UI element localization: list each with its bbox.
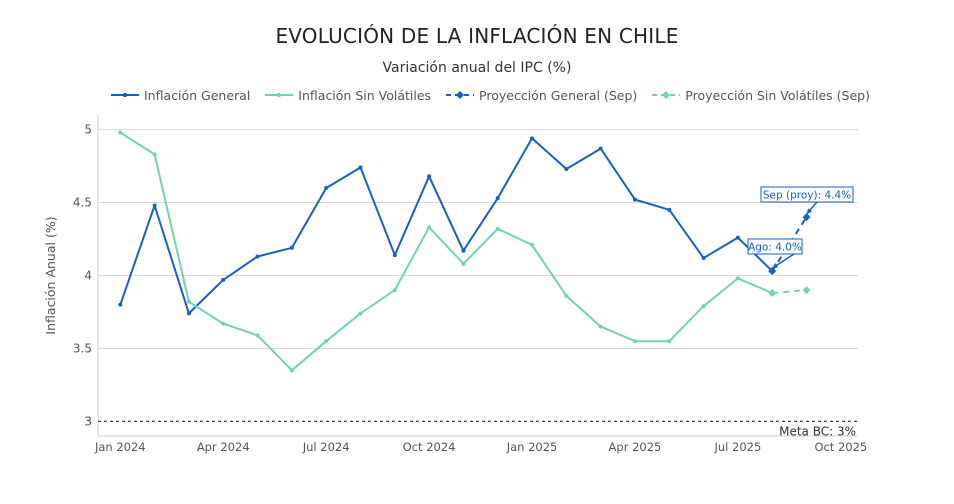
data-point-general: [667, 207, 672, 212]
legend-swatch-sin-volatiles: [265, 92, 294, 98]
data-point-general-proj: [802, 213, 811, 222]
data-point-sin-volatiles: [461, 261, 466, 266]
data-point-general-proj: [768, 267, 777, 276]
x-tick-label: Jul 2024: [302, 440, 350, 454]
data-point-general: [358, 165, 363, 170]
annotation-label: Sep (proy): 4.4%: [763, 190, 851, 202]
series-line-sin-volatiles: [119, 131, 773, 372]
legend-marker: [277, 92, 282, 98]
legend-item-proy-general[interactable]: Proyección General (Sep): [445, 88, 637, 103]
legend-label-proy-sin-volatiles: Proyección Sin Volátiles (Sep): [685, 87, 870, 103]
legend-label-proy-general: Proyección General (Sep): [479, 87, 638, 103]
legend-label-sin-volatiles: Inflación Sin Volátiles: [298, 87, 432, 103]
data-point-general: [289, 245, 294, 250]
chart-title: EVOLUCIÓN DE LA INFLACIÓN EN CHILE: [275, 24, 679, 48]
data-point-general: [495, 196, 500, 201]
data-point-general: [461, 248, 466, 253]
data-point-sin-volatiles: [632, 339, 637, 344]
data-point-sin-volatiles: [701, 304, 706, 309]
x-tick-label: Apr 2025: [609, 440, 662, 454]
data-point-sin-volatiles: [530, 242, 535, 247]
annotation-arrowhead: [806, 208, 813, 215]
data-point-sin-volatiles: [324, 339, 329, 344]
y-tick-label: 4: [84, 269, 92, 283]
legend-label-general: Inflación General: [144, 87, 251, 103]
data-point-general: [118, 302, 123, 307]
legend-swatch-general: [111, 92, 139, 98]
x-tick-label: Apr 2024: [197, 440, 250, 454]
x-tick-label: Oct 2024: [403, 440, 456, 454]
series-line-general: [119, 137, 773, 315]
series-line-sin-volatiles-proj: [772, 289, 807, 294]
legend-swatch-proy-sin-volatiles: [652, 91, 681, 99]
y-tick-label: 4.5: [73, 196, 92, 210]
annotation-arrowhead: [772, 262, 779, 269]
data-point-sin-volatiles: [667, 339, 672, 344]
data-point-general: [564, 166, 569, 171]
y-tick-label: 3.5: [73, 341, 92, 355]
chart-legend: Inflación General Inflación Sin Volátile…: [110, 86, 884, 104]
x-tick-label: Oct 2025: [814, 440, 867, 454]
annotation-box: [760, 186, 854, 203]
annotation-label: Ago: 4.0%: [748, 242, 802, 254]
meta-bc-label: Meta BC: 3%: [779, 424, 856, 438]
data-point-general: [530, 136, 535, 141]
data-point-sin-volatiles: [255, 333, 260, 338]
data-point-sin-volatiles: [735, 276, 740, 281]
data-point-sin-volatiles: [118, 130, 123, 135]
data-point-sin-volatiles: [186, 299, 191, 304]
data-point-sin-volatiles-proj: [802, 286, 811, 295]
data-point-sin-volatiles: [427, 225, 432, 230]
legend-item-sin-volatiles[interactable]: Inflación Sin Volátiles: [264, 88, 431, 103]
y-axis-title: Inflación Anual (%): [43, 216, 58, 334]
y-tick-label: 5: [84, 123, 92, 137]
data-point-sin-volatiles: [598, 324, 603, 329]
data-point-general: [221, 277, 226, 282]
data-point-sin-volatiles: [564, 293, 569, 298]
annotation-box: [747, 238, 803, 255]
legend-swatch-proy-general: [446, 91, 475, 99]
chart-subtitle: Variación anual del IPC (%): [382, 60, 572, 76]
data-point-general: [255, 254, 260, 259]
data-point-general: [186, 311, 191, 316]
x-tick-label: Jan 2025: [506, 440, 558, 454]
legend-marker: [456, 91, 465, 99]
x-tick-label: Jan 2024: [94, 440, 146, 454]
data-point-general: [735, 235, 740, 240]
data-point-sin-volatiles: [152, 152, 157, 157]
data-point-sin-volatiles: [221, 321, 226, 326]
data-point-general: [632, 197, 637, 202]
legend-marker: [122, 92, 128, 98]
data-point-general: [392, 253, 397, 258]
legend-marker: [662, 91, 671, 99]
data-point-general: [701, 255, 706, 260]
data-point-sin-volatiles: [495, 226, 500, 231]
legend-item-proy-sin-volatiles[interactable]: Proyección Sin Volátiles (Sep): [651, 88, 870, 103]
data-point-general: [324, 185, 329, 190]
legend-item-general[interactable]: Inflación General: [110, 88, 250, 103]
data-point-general: [152, 203, 157, 208]
data-point-general: [427, 174, 432, 179]
data-point-general: [598, 146, 603, 151]
x-tick-label: Jul 2025: [714, 440, 762, 454]
data-point-sin-volatiles: [289, 368, 294, 373]
data-point-sin-volatiles-proj: [768, 289, 777, 298]
data-point-sin-volatiles: [358, 311, 363, 316]
y-tick-label: 3: [84, 414, 92, 428]
data-point-sin-volatiles: [392, 288, 397, 293]
